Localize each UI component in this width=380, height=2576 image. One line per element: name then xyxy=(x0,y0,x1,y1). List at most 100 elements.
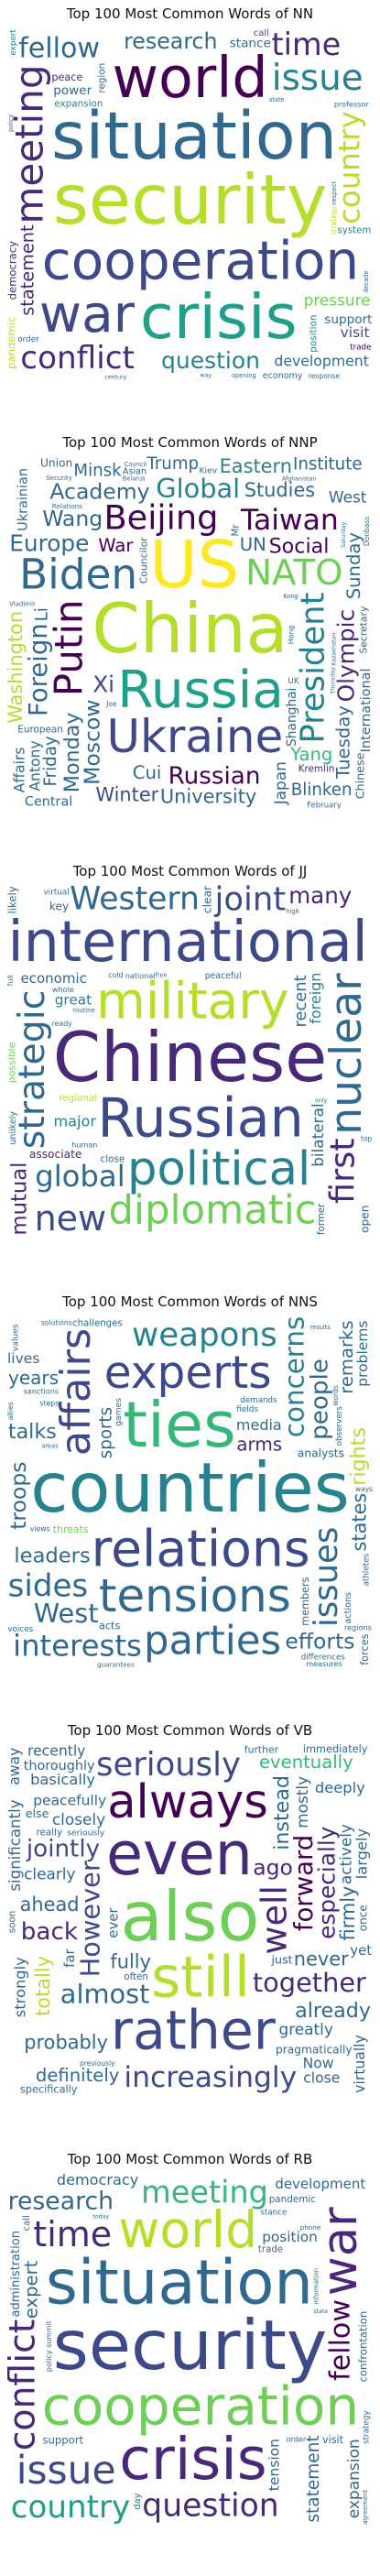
word-strategy: strategy xyxy=(330,205,338,235)
word-open: open xyxy=(359,1205,372,1232)
wordcloud-panel: Top 100 Most Common Words of NN security s… xyxy=(0,0,380,429)
word-previously: previously xyxy=(80,2059,115,2068)
word-taiwan: Taiwan xyxy=(240,504,339,537)
word-visit: visit xyxy=(341,324,370,341)
word-affairs: Affairs xyxy=(12,748,28,793)
word-observers: observers xyxy=(335,1406,344,1446)
word-possible: possible xyxy=(7,1042,18,1083)
word-question: question xyxy=(142,2488,278,2525)
word-visit: visit xyxy=(322,2434,344,2446)
word-talks: talks xyxy=(8,1420,57,1444)
word-development: development xyxy=(275,2176,365,2192)
word-mr: Mr xyxy=(230,524,241,537)
word-foreign: foreign xyxy=(307,973,324,1024)
word-especially: especially xyxy=(313,1827,340,1939)
word-rather: rather xyxy=(111,2000,277,2062)
word-west: West xyxy=(34,1598,99,1629)
wordcloud-panel: Top 100 Most Common Words of VB also even s… xyxy=(0,1717,380,2145)
word-yet: yet xyxy=(350,1942,372,1959)
word-associate: associate xyxy=(29,1148,81,1161)
word-today: today xyxy=(92,2213,109,2220)
word-chinese: Chinese xyxy=(353,752,366,799)
word-military: military xyxy=(96,973,289,1031)
word-security: security xyxy=(53,2305,327,2385)
word-secretary: Secretary xyxy=(357,606,369,654)
word-games: games xyxy=(114,1398,124,1426)
word-troops: troops xyxy=(7,1462,31,1530)
word-now: Now xyxy=(303,2056,334,2072)
word-well: well xyxy=(255,1885,295,1955)
word-respect: respect xyxy=(331,180,338,204)
word-increasingly: increasingly xyxy=(124,2061,297,2094)
word-virtual: virtual xyxy=(44,889,70,898)
word-never: never xyxy=(294,1948,349,1970)
word-monday: Monday xyxy=(60,713,84,793)
word-century: century xyxy=(104,374,126,380)
word-crisis: crisis xyxy=(119,2425,266,2493)
word-nato: NATO xyxy=(245,552,342,594)
word-sides: sides xyxy=(8,1567,89,1604)
word-meeting: meeting xyxy=(7,64,52,224)
word-measures: measures xyxy=(306,1659,342,1668)
word-forward: forward xyxy=(289,1835,319,1931)
word-stance: stance xyxy=(260,2209,287,2218)
word-europe: Europe xyxy=(9,529,89,556)
word-actions: actions xyxy=(343,1592,353,1624)
word-western: Western xyxy=(70,885,200,918)
word-agreement: agreement xyxy=(362,2490,369,2525)
word-instead: instead xyxy=(270,1775,294,1850)
word-thoroughly: thoroughly xyxy=(24,1759,95,1774)
word-statement: statement xyxy=(304,2435,323,2522)
word-winter: Winter xyxy=(95,783,158,805)
word-central: Central xyxy=(25,795,72,810)
word-economy: economy xyxy=(263,371,303,380)
word-hong: Hong xyxy=(287,626,295,645)
word-solutions: solutions xyxy=(41,1318,72,1326)
wordcloud-panel: Top 100 Most Common Words of NNS countrie… xyxy=(0,1288,380,1717)
word-often: often xyxy=(124,1971,148,1982)
word-global: Global xyxy=(156,473,240,504)
word-position: position xyxy=(262,2229,318,2245)
word-chinese: Chinese xyxy=(53,1017,328,1097)
word-even: even xyxy=(106,1820,253,1889)
word-position: position xyxy=(309,315,320,353)
word-actively: actively xyxy=(337,1824,355,1884)
word-peaceful: peaceful xyxy=(205,971,242,981)
word-closely: closely xyxy=(52,1810,105,1828)
word-areas: areas xyxy=(41,1443,59,1450)
word-opening: opening xyxy=(232,372,256,379)
word-fully: fully xyxy=(110,1950,151,1972)
word-further: further xyxy=(244,1744,279,1755)
word-region: region xyxy=(97,63,108,93)
word-new: new xyxy=(35,1198,107,1238)
word-pragmatically: pragmatically xyxy=(276,2044,353,2057)
word-russian: Russian xyxy=(98,1086,304,1149)
word-us: US xyxy=(149,526,239,603)
chart-title: Top 100 Most Common Words of JJ xyxy=(72,863,308,879)
word-issue: issue xyxy=(16,2448,116,2493)
word-only: only xyxy=(315,1097,328,1104)
word-threats: threats xyxy=(53,1523,89,1535)
word-also: also xyxy=(121,1876,260,1957)
word-security: security xyxy=(53,159,327,240)
word-fellow: fellow xyxy=(324,2299,356,2381)
word-global: global xyxy=(35,1159,125,1194)
word-expert: expert xyxy=(9,29,18,56)
word-trade: trade xyxy=(350,344,371,353)
word-japan: Japan xyxy=(271,761,289,805)
word-allies: allies xyxy=(7,1402,15,1420)
word-values: values xyxy=(11,1324,21,1351)
word-council: Council xyxy=(125,461,147,468)
word-joint: joint xyxy=(214,885,287,919)
word-likely: likely xyxy=(7,886,19,913)
word-immediately: immediately xyxy=(303,1744,368,1755)
word-views: views xyxy=(30,1525,50,1534)
word-beijing: Beijing xyxy=(104,497,219,537)
word-sanctions: sanctions xyxy=(24,1387,59,1396)
word-relations: relations xyxy=(92,1521,310,1579)
word-uk: UK xyxy=(288,677,299,686)
word-administration: administration xyxy=(9,2231,23,2317)
word-state: state xyxy=(313,2309,328,2315)
